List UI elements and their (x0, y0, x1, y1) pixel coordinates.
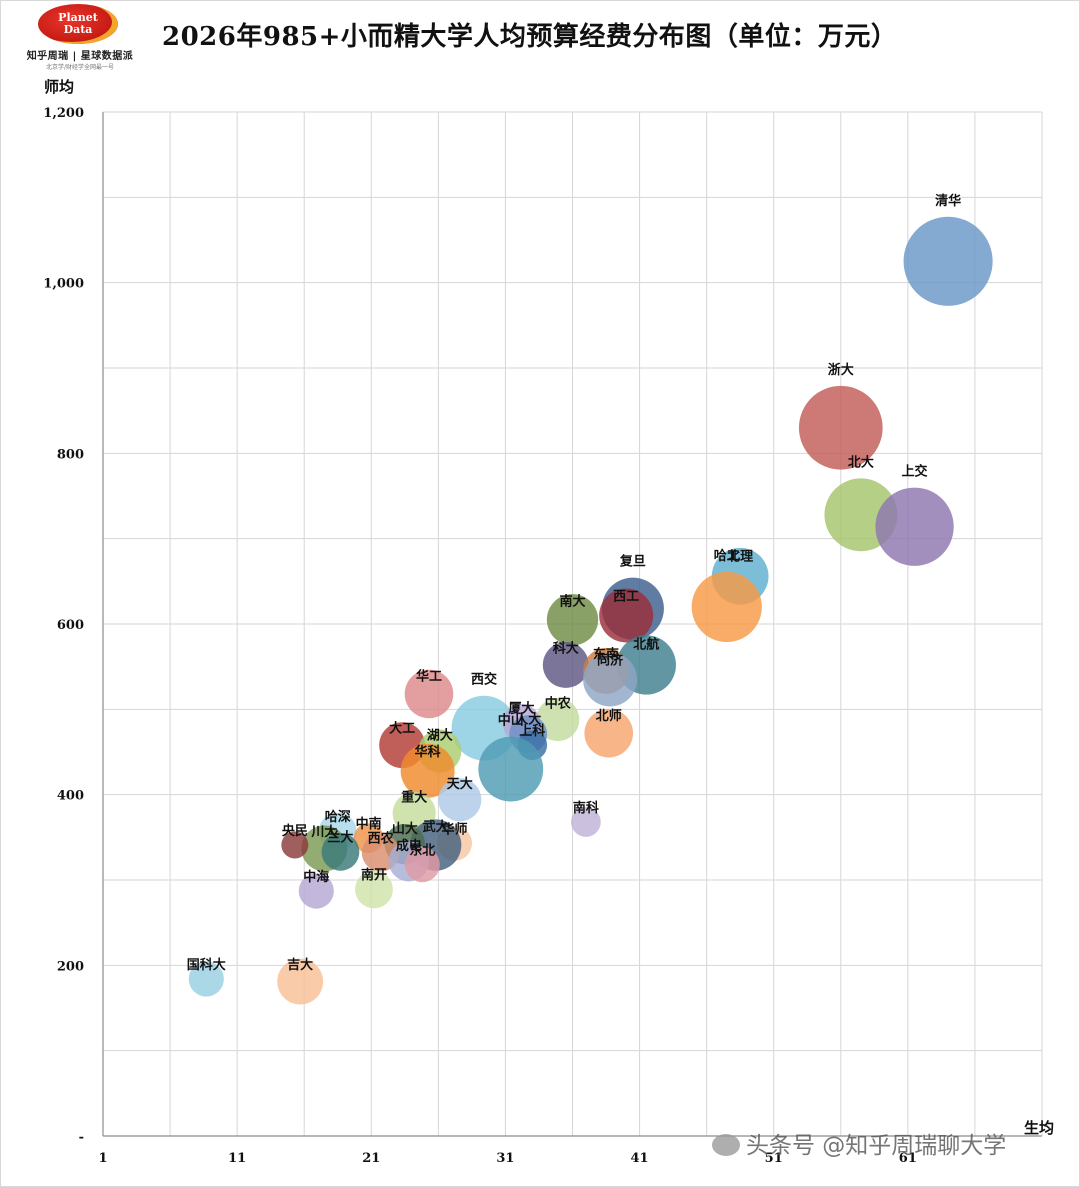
bubble-label: 武大 (423, 819, 449, 835)
bubble-label: 天大 (447, 776, 473, 792)
bubble-label: 上交 (902, 464, 928, 480)
planet-data-logo: Planet Data 知乎周瑞 | 星球数据派 北京学/财经学全网最一号 (14, 4, 146, 74)
logo-badge-icon (38, 4, 118, 44)
logo-text-line1: Planet (58, 11, 98, 24)
y-tick-label: 1,200 (43, 106, 84, 121)
bubble (277, 958, 324, 1005)
bubble (571, 807, 601, 837)
x-tick-label: 1 (98, 1151, 107, 1166)
x-tick-label: 21 (362, 1151, 380, 1166)
bubble-label: 南科 (573, 800, 599, 816)
bubble (321, 832, 360, 871)
y-axis-label: 师均 (44, 78, 75, 96)
axes (102, 112, 1042, 1137)
bubble (536, 697, 580, 742)
bubble-label: 成电 (396, 838, 422, 854)
bubble (281, 831, 309, 859)
bubble-label: 厦大 (509, 701, 535, 717)
bubble-label: 山大 (392, 821, 418, 837)
bubble (798, 385, 883, 470)
bubble (355, 870, 393, 909)
bubble-label: 西农 (368, 830, 394, 846)
bubble-label: 华师 (441, 821, 467, 837)
bubble (404, 847, 440, 883)
bubble-label: 东北 (409, 843, 435, 859)
bubble-label: 清华 (935, 193, 961, 209)
bubble-label: 上科 (519, 723, 545, 739)
bubble (298, 873, 334, 909)
bubble-label: 北航 (633, 637, 659, 653)
grid-lines (103, 111, 1043, 1136)
logo-text-line2: Data (63, 23, 93, 36)
bubble-label: 哈工 (714, 548, 740, 564)
bubble-label: 浙大 (828, 362, 854, 378)
x-tick-label: 61 (899, 1151, 917, 1166)
bubble-label: 中农 (545, 696, 571, 712)
y-tick-label: 600 (57, 618, 84, 633)
chart-title: 2026年985+小而精大学人均预算经费分布图（单位：万元） (162, 22, 898, 52)
bubble-label: 人大 (515, 712, 541, 728)
bubble-label: 中山 (498, 713, 524, 729)
bubble-label: 湖大 (427, 727, 453, 743)
y-tick-label: 200 (57, 959, 84, 974)
bubble (188, 961, 224, 997)
y-tick-label: 1,000 (43, 277, 84, 292)
bubble-label: 川大 (310, 824, 337, 840)
bubble (542, 642, 589, 688)
bubble (478, 736, 544, 802)
bubble-label: 北师 (596, 708, 622, 724)
bubble (584, 708, 634, 758)
logo-subtitle: 知乎周瑞 | 星球数据派 (26, 51, 134, 62)
bubble (438, 778, 482, 822)
bubble (903, 216, 993, 306)
bubble-label: 央民 (282, 823, 308, 839)
bubble (599, 588, 654, 643)
bubble-label: 西工 (613, 590, 639, 605)
bubble-label: 重大 (401, 790, 427, 806)
wechat-icon (712, 1133, 740, 1156)
bubble-label: 北大 (848, 454, 874, 470)
bubble-label: 华工 (416, 669, 442, 685)
y-tick-label: 800 (57, 447, 84, 462)
bubble-label: 国科大 (187, 957, 226, 973)
bubble-label: 哈深 (325, 809, 351, 825)
x-tick-label: 51 (765, 1151, 783, 1166)
bubble (400, 743, 455, 798)
bubble-label: 吉大 (287, 957, 313, 973)
bubble-label: 中海 (303, 869, 329, 885)
bubble-label: 复旦 (619, 554, 646, 570)
bubble (583, 652, 638, 707)
y-tick-label: - (79, 1130, 84, 1145)
bubbles (188, 216, 993, 1005)
y-tick-label: 400 (57, 789, 84, 804)
bubble-label: 北理 (727, 550, 753, 565)
bubble-label: 大工 (389, 721, 415, 737)
bubble (691, 571, 762, 643)
bubble-label: 西交 (471, 672, 497, 688)
bubble-label: 南大 (559, 594, 585, 610)
x-tick-label: 41 (631, 1151, 649, 1166)
x-axis-label: 生均 (1024, 1119, 1055, 1137)
bubble (875, 487, 954, 566)
bubble-label: 中南 (356, 816, 382, 832)
bubble-label: 东南 (593, 646, 619, 662)
x-tick-label: 11 (228, 1151, 246, 1166)
bubble-label: 南开 (361, 867, 387, 883)
bubble-label: 兰大 (327, 829, 353, 845)
x-tick-label: 31 (496, 1151, 514, 1166)
bubble (546, 594, 599, 646)
bubble-label: 科大 (553, 640, 579, 656)
bubble-label: 同济 (597, 653, 624, 669)
bubble (404, 669, 454, 719)
bubble-label: 华科 (415, 744, 441, 760)
watermark: 头条号 @知乎周瑞聊大学 (712, 1126, 1006, 1160)
watermark-text: 头条号 @知乎周瑞聊大学 (746, 1133, 1007, 1159)
logo-tagline: 北京学/财经学全网最一号 (45, 64, 115, 71)
